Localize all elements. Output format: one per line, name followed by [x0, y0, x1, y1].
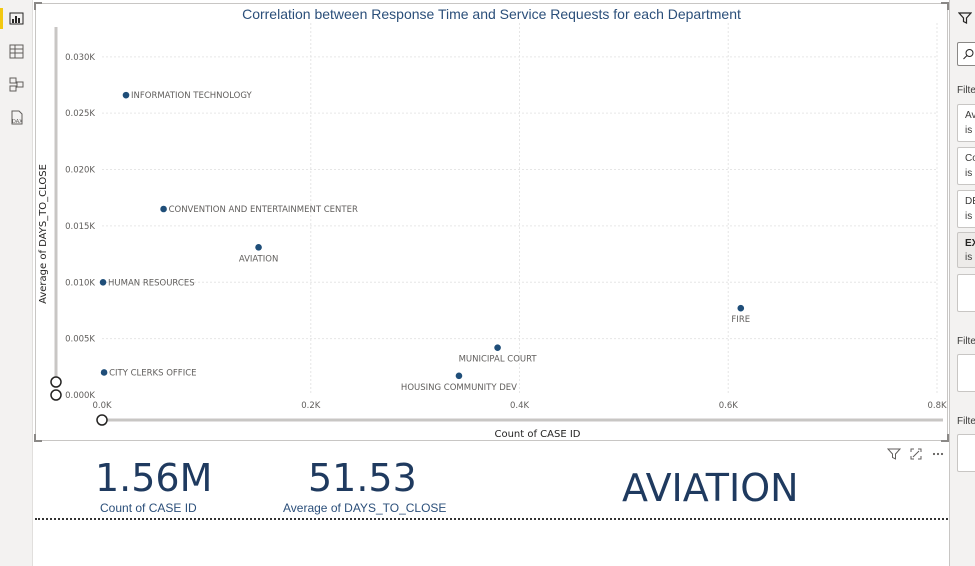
- x-tick-label: 0.8K: [927, 401, 947, 411]
- data-point: [455, 372, 463, 380]
- card-count-case-id-value[interactable]: 1.56M: [95, 456, 213, 500]
- data-label: AVIATION: [239, 254, 279, 264]
- dax-query-view-icon[interactable]: DAX: [8, 109, 25, 126]
- filter-card-count[interactable]: Co is (: [957, 147, 975, 185]
- data-label: CONVENTION AND ENTERTAINMENT CENTER: [169, 205, 358, 215]
- x-tick-label: 0.6K: [719, 401, 739, 411]
- y-zoom-slider-handle-lower: [50, 389, 62, 401]
- x-axis-title: Count of CASE ID: [494, 429, 580, 440]
- page-filter-drop-zone[interactable]: [957, 354, 975, 392]
- data-label: HUMAN RESOURCES: [108, 278, 195, 288]
- data-label: CITY CLERKS OFFICE: [109, 368, 196, 378]
- x-tick-label: 0.2K: [301, 401, 321, 411]
- filter-search-input[interactable]: [957, 42, 975, 66]
- card-count-case-id-label: Count of CASE ID: [100, 501, 197, 515]
- data-label: INFORMATION TECHNOLOGY: [131, 91, 253, 101]
- y-axis-title: Average of DAYS_TO_CLOSE: [38, 164, 49, 304]
- data-point: [100, 369, 108, 376]
- y-tick-label: 0.000K: [65, 391, 95, 401]
- y-tick-label: 0.005K: [65, 335, 95, 345]
- card-avg-days-to-close-label: Average of DAYS_TO_CLOSE: [283, 501, 447, 515]
- filter-pane: Filte Av is ( Co is ( DE is ( EX is n Fi…: [949, 0, 975, 566]
- y-zoom-slider-handle-upper: [50, 376, 62, 388]
- data-label: HOUSING COMMUNITY DEV: [401, 383, 517, 393]
- focus-mode-icon[interactable]: [908, 446, 924, 462]
- x-tick-label: 0.0K: [92, 401, 112, 411]
- data-point: [122, 91, 130, 99]
- filter-icon[interactable]: [886, 446, 902, 462]
- data-point: [255, 244, 262, 251]
- search-icon: [963, 49, 974, 60]
- y-tick-label: 0.030K: [65, 53, 95, 63]
- data-view-icon[interactable]: [8, 43, 25, 60]
- data-point: [160, 205, 167, 213]
- card-avg-days-to-close-value[interactable]: 51.53: [308, 456, 417, 500]
- filter-card-ex[interactable]: EX is n: [957, 232, 975, 268]
- add-data-field-drop-zone[interactable]: [957, 274, 975, 312]
- data-label: FIRE: [731, 315, 750, 325]
- card-department-value[interactable]: AVIATION: [622, 466, 799, 510]
- report-view-icon[interactable]: [0, 8, 25, 29]
- x-zoom-slider-handle-left: [96, 414, 108, 426]
- data-point: [494, 344, 501, 351]
- x-tick-label: 0.4K: [510, 401, 530, 411]
- filter-pane-icon[interactable]: [957, 11, 973, 30]
- filters-on-page-heading: Filte: [957, 336, 975, 347]
- filters-on-all-pages-heading: Filte: [957, 416, 975, 427]
- y-tick-label: 0.020K: [65, 166, 95, 176]
- data-label: MUNICIPAL COURT: [459, 355, 538, 365]
- filters-on-visual-heading: Filte: [957, 85, 975, 96]
- scatter-chart-visual[interactable]: 0.0K 0.2K 0.4K 0.6K 0.8K 0.000K 0.005K 0.010K 0.…: [34, 2, 949, 442]
- view-switcher-rail: DAX: [0, 0, 33, 566]
- scatter-chart-svg: 0.0K 0.2K 0.4K 0.6K 0.8K 0.000K 0.005K 0.010K 0.…: [38, 23, 947, 440]
- visual-divider: [35, 518, 948, 520]
- data-point: [737, 304, 745, 312]
- svg-text:DAX: DAX: [12, 119, 23, 125]
- model-view-icon[interactable]: [8, 76, 25, 93]
- y-tick-label: 0.025K: [65, 109, 95, 119]
- data-point: [99, 278, 107, 286]
- filter-card-department[interactable]: DE is (: [957, 190, 975, 228]
- y-tick-label: 0.015K: [65, 222, 95, 232]
- y-tick-label: 0.010K: [65, 278, 95, 288]
- chart-title: Correlation between Response Time and Se…: [242, 6, 741, 22]
- all-pages-filter-drop-zone[interactable]: [957, 434, 975, 472]
- filter-card-average[interactable]: Av is (: [957, 104, 975, 142]
- more-options-icon[interactable]: [930, 446, 946, 462]
